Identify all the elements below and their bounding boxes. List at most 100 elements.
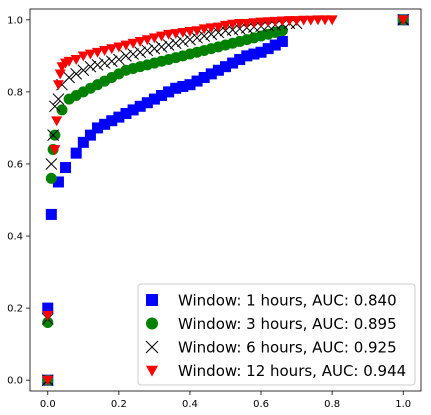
- data-point: [106, 115, 118, 127]
- data-point: [156, 89, 168, 101]
- data-point: [120, 108, 132, 120]
- data-point: [198, 71, 210, 83]
- data-point: [54, 69, 66, 80]
- data-point: [45, 208, 57, 220]
- legend-label: Window: 1 hours, AUC: 0.840: [178, 292, 397, 310]
- data-point: [113, 53, 125, 66]
- data-point: [170, 29, 182, 40]
- data-point: [163, 29, 175, 40]
- data-point: [205, 68, 217, 80]
- data-point: [113, 111, 125, 123]
- data-point: [49, 129, 61, 141]
- data-point: [127, 104, 139, 116]
- data-point: [191, 26, 203, 37]
- data-point: [63, 71, 75, 84]
- data-point: [191, 75, 203, 87]
- data-point: [148, 93, 160, 105]
- data-point: [191, 31, 203, 44]
- data-point: [77, 136, 89, 148]
- legend-marker: [146, 365, 158, 377]
- data-point: [248, 18, 260, 29]
- data-point: [170, 82, 182, 94]
- data-point: [99, 118, 111, 130]
- data-point: [42, 375, 54, 386]
- data-point: [220, 20, 231, 31]
- data-point: [177, 80, 189, 92]
- data-point: [134, 100, 146, 112]
- legend-marker: [145, 340, 159, 354]
- data-point: [177, 28, 189, 38]
- data-point: [241, 50, 253, 62]
- data-point: [92, 47, 104, 58]
- data-point: [45, 158, 58, 170]
- data-point: [283, 16, 295, 27]
- data-point: [105, 55, 118, 68]
- data-point: [45, 172, 57, 184]
- legend: Window: 1 hours, AUC: 0.840 Window: 3 hou…: [137, 283, 416, 386]
- y-tick-label: 0.0: [7, 376, 23, 387]
- data-point: [70, 55, 82, 65]
- y-tick-label: 0.8: [7, 87, 23, 98]
- x-tick-label: 0.4: [182, 399, 198, 410]
- data-point: [262, 43, 274, 55]
- data-point: [276, 16, 288, 27]
- data-point: [60, 162, 72, 174]
- data-point: [120, 40, 132, 51]
- data-point: [234, 53, 246, 65]
- data-point: [255, 46, 267, 58]
- data-point: [162, 39, 175, 51]
- data-point: [184, 26, 196, 37]
- data-point: [42, 310, 54, 321]
- data-point: [212, 64, 224, 76]
- legend-box: [137, 283, 416, 386]
- legend-label: Window: 3 hours, AUC: 0.895: [178, 315, 397, 333]
- data-point: [169, 37, 182, 50]
- data-point: [226, 24, 239, 36]
- data-point: [77, 51, 89, 62]
- x-tick-label: 0.2: [111, 399, 127, 410]
- data-point: [49, 100, 61, 113]
- data-point: [205, 23, 217, 34]
- data-point: [70, 68, 83, 80]
- data-point: [52, 80, 64, 91]
- data-point: [148, 33, 160, 44]
- data-point: [141, 44, 154, 57]
- data-point: [127, 38, 139, 49]
- data-point: [227, 19, 239, 30]
- data-point: [134, 46, 147, 59]
- data-point: [397, 15, 409, 26]
- y-tick-label: 0.6: [7, 159, 23, 170]
- data-point: [319, 15, 331, 26]
- data-point: [92, 122, 104, 134]
- data-marks: [41, 13, 410, 387]
- data-point: [205, 28, 218, 41]
- data-point: [98, 57, 111, 69]
- data-point: [47, 129, 59, 141]
- y-tick-label: 0.2: [7, 304, 23, 315]
- data-point: [63, 56, 75, 67]
- series-4-points: [42, 15, 409, 386]
- data-point: [312, 15, 324, 26]
- data-point: [84, 60, 97, 73]
- data-point: [262, 17, 274, 28]
- data-point: [155, 40, 168, 53]
- x-tick-label: 0.0: [40, 399, 56, 410]
- data-point: [148, 42, 161, 55]
- legend-label: Window: 12 hours, AUC: 0.944: [178, 362, 406, 380]
- data-point: [184, 79, 196, 91]
- data-point: [305, 15, 317, 26]
- axis-ticks: 0.0 0.2 0.4 0.6 0.8 1.0 0.0 0.2 0.4 0.6 0.8 1.0: [7, 15, 411, 410]
- data-point: [227, 57, 239, 69]
- data-point: [141, 97, 153, 109]
- legend-marker: [146, 317, 158, 330]
- series-1-points: [42, 14, 409, 386]
- data-point: [42, 302, 54, 314]
- data-point: [84, 129, 96, 141]
- data-point: [198, 24, 210, 35]
- x-tick-label: 1.0: [395, 399, 411, 410]
- data-point: [106, 44, 118, 55]
- data-point: [91, 59, 104, 71]
- data-point: [56, 104, 68, 116]
- x-tick-label: 0.8: [324, 399, 340, 410]
